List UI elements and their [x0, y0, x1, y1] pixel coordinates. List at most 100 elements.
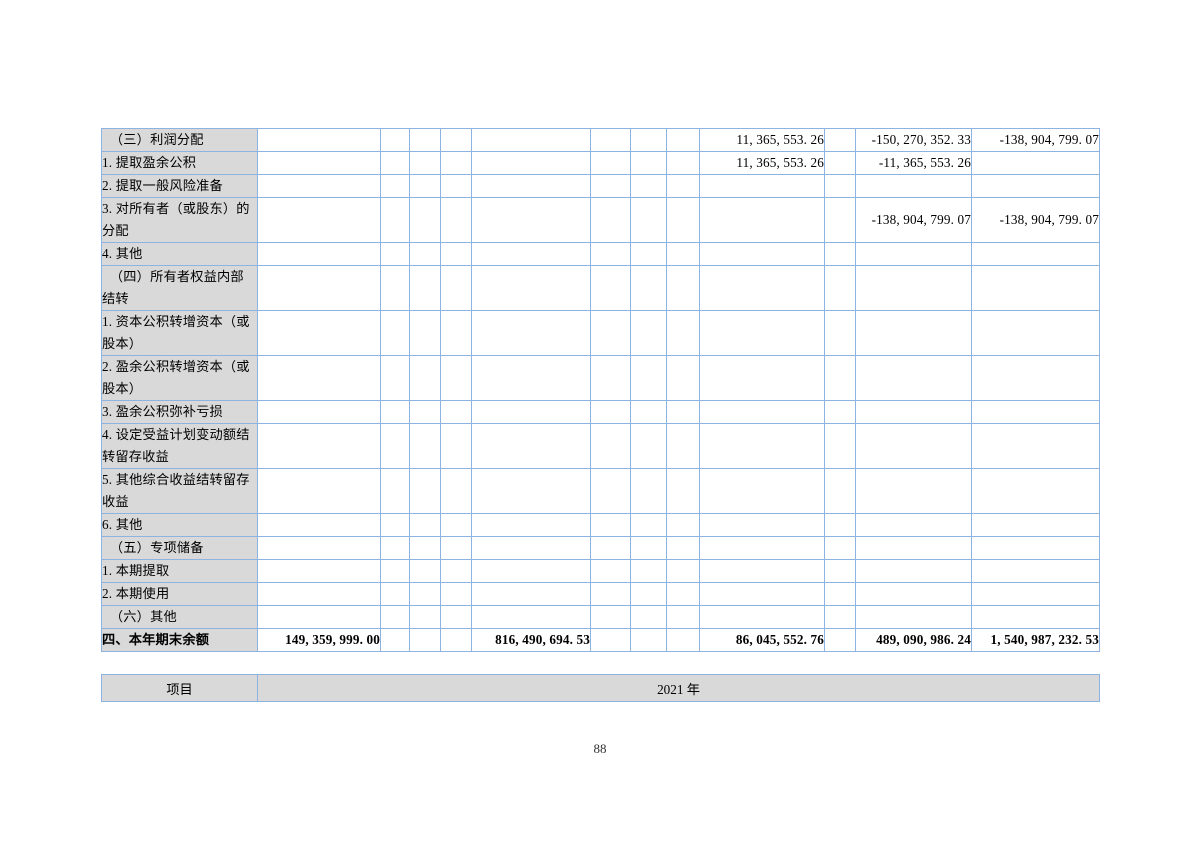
empty-cell: [471, 242, 591, 266]
value-cell: 816, 490, 694. 53: [471, 628, 591, 652]
empty-cell: [380, 400, 410, 424]
empty-cell: [590, 197, 631, 243]
empty-cell: [855, 310, 972, 356]
empty-cell: [630, 197, 667, 243]
empty-cell: [257, 151, 381, 175]
empty-cell: [440, 265, 472, 311]
empty-cell: [590, 582, 631, 606]
empty-cell: [824, 197, 856, 243]
value-cell: 489, 090, 986. 24: [855, 628, 972, 652]
table-row: 4. 设定受益计划变动额结转留存收益: [101, 423, 1100, 469]
empty-cell: [824, 423, 856, 469]
empty-cell: [971, 559, 1100, 583]
row-label-cell: 4. 其他: [101, 242, 258, 266]
empty-cell: [471, 151, 591, 175]
empty-cell: [971, 400, 1100, 424]
empty-cell: [666, 513, 700, 537]
empty-cell: [855, 468, 972, 514]
empty-cell: [257, 582, 381, 606]
row-label-cell: （四）所有者权益内部结转: [101, 265, 258, 311]
empty-cell: [409, 355, 441, 401]
empty-cell: [471, 423, 591, 469]
row-label-cell: 1. 本期提取: [101, 559, 258, 583]
empty-cell: [440, 605, 472, 629]
empty-cell: [409, 628, 441, 652]
empty-cell: [409, 423, 441, 469]
empty-cell: [666, 128, 700, 152]
empty-cell: [630, 628, 667, 652]
empty-cell: [666, 242, 700, 266]
empty-cell: [699, 513, 825, 537]
empty-cell: [699, 423, 825, 469]
empty-cell: [590, 400, 631, 424]
empty-cell: [380, 582, 410, 606]
empty-cell: [440, 468, 472, 514]
table-row: （三）利润分配 11, 365, 553. 26 -150, 270, 352. 3…: [101, 128, 1100, 152]
empty-cell: [471, 174, 591, 198]
value-cell: 11, 365, 553. 26: [699, 151, 825, 175]
empty-cell: [971, 355, 1100, 401]
empty-cell: [855, 513, 972, 537]
empty-cell: [440, 628, 472, 652]
next-table-header-container: 项目 2021 年: [101, 674, 1100, 702]
value-cell: -138, 904, 799. 07: [971, 128, 1100, 152]
empty-cell: [630, 265, 667, 311]
row-label-cell: 1. 资本公积转增资本（或股本）: [101, 310, 258, 356]
empty-cell: [630, 310, 667, 356]
empty-cell: [409, 400, 441, 424]
empty-cell: [471, 197, 591, 243]
empty-cell: [380, 605, 410, 629]
empty-cell: [590, 242, 631, 266]
empty-cell: [699, 265, 825, 311]
empty-cell: [590, 151, 631, 175]
table-row: 6. 其他: [101, 513, 1100, 537]
empty-cell: [630, 242, 667, 266]
empty-cell: [824, 128, 856, 152]
table-row: （六）其他: [101, 605, 1100, 629]
empty-cell: [257, 355, 381, 401]
empty-cell: [630, 513, 667, 537]
empty-cell: [257, 423, 381, 469]
empty-cell: [630, 174, 667, 198]
value-cell: -11, 365, 553. 26: [855, 151, 972, 175]
empty-cell: [630, 559, 667, 583]
empty-cell: [666, 423, 700, 469]
empty-cell: [590, 605, 631, 629]
empty-cell: [471, 605, 591, 629]
empty-cell: [440, 197, 472, 243]
row-label-cell: 2. 盈余公积转增资本（或股本）: [101, 355, 258, 401]
empty-cell: [699, 355, 825, 401]
value-cell: 1, 540, 987, 232. 53: [971, 628, 1100, 652]
empty-cell: [630, 355, 667, 401]
empty-cell: [590, 128, 631, 152]
row-label-cell: 3. 对所有者（或股东）的分配: [101, 197, 258, 243]
value-cell: 11, 365, 553. 26: [699, 128, 825, 152]
empty-cell: [630, 468, 667, 514]
empty-cell: [409, 128, 441, 152]
empty-cell: [630, 128, 667, 152]
empty-cell: [257, 400, 381, 424]
empty-cell: [971, 582, 1100, 606]
row-label-cell: （六）其他: [101, 605, 258, 629]
empty-cell: [971, 310, 1100, 356]
empty-cell: [590, 559, 631, 583]
empty-cell: [971, 174, 1100, 198]
empty-cell: [971, 536, 1100, 560]
empty-cell: [257, 174, 381, 198]
empty-cell: [440, 151, 472, 175]
empty-cell: [855, 559, 972, 583]
empty-cell: [824, 605, 856, 629]
empty-cell: [630, 605, 667, 629]
empty-cell: [824, 536, 856, 560]
empty-cell: [590, 513, 631, 537]
empty-cell: [380, 265, 410, 311]
empty-cell: [440, 582, 472, 606]
empty-cell: [971, 605, 1100, 629]
empty-cell: [471, 400, 591, 424]
empty-cell: [666, 174, 700, 198]
empty-cell: [666, 310, 700, 356]
table-row: 项目 2021 年: [101, 674, 1100, 702]
empty-cell: [630, 151, 667, 175]
empty-cell: [699, 197, 825, 243]
